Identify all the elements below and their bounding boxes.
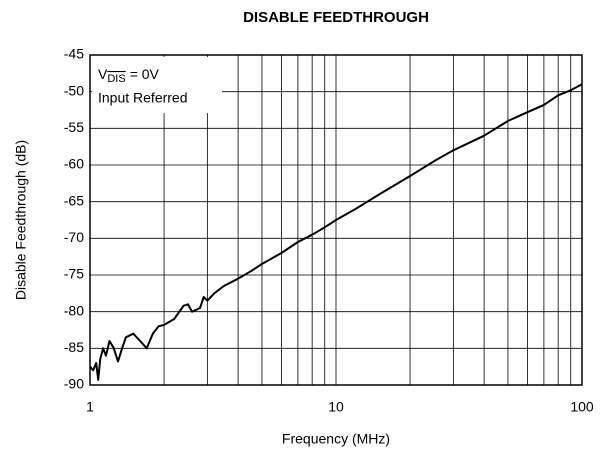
x-tick-label: 10 xyxy=(328,399,344,415)
y-tick-label: -60 xyxy=(64,156,84,172)
line xyxy=(89,83,583,381)
y-tick-label: -55 xyxy=(64,119,84,135)
y-tick-label: -75 xyxy=(64,266,84,282)
y-tick-label: -90 xyxy=(64,376,84,392)
x-tick-label: 100 xyxy=(570,399,594,415)
y-tick-label: -50 xyxy=(64,82,84,98)
y-tick-label: -85 xyxy=(64,339,84,355)
plot-frame xyxy=(89,54,583,386)
annotation-value: = 0V xyxy=(130,66,160,82)
y-tick-label: -45 xyxy=(64,46,84,62)
y-tick-label: -70 xyxy=(64,229,84,245)
y-axis-label: Disable Feedthrough (dB) xyxy=(13,140,29,300)
annotation-symbol: V xyxy=(98,66,108,82)
annotation-subscript: DIS xyxy=(107,73,125,85)
y-tick-label: -80 xyxy=(64,302,84,318)
annotation-note: Input Referred xyxy=(98,90,188,106)
y-tick-label: -65 xyxy=(64,192,84,208)
annotation: VDIS = 0V xyxy=(98,66,160,85)
x-tick-label: 1 xyxy=(86,399,94,415)
annotation-bg xyxy=(92,57,222,113)
x-axis-label: Frequency (MHz) xyxy=(282,431,390,447)
chart-title: DISABLE FEEDTHROUGH xyxy=(243,9,429,26)
